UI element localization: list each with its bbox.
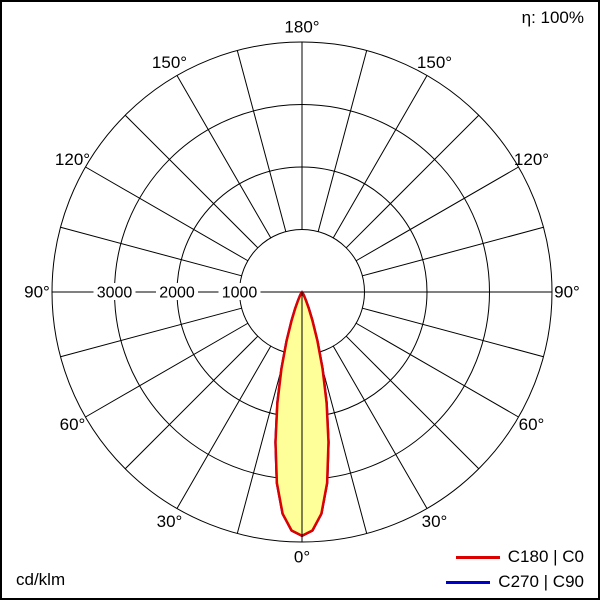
- grid-spoke: [236, 50, 287, 232]
- unit-label: cd/klm: [16, 570, 66, 589]
- grid-spoke: [355, 166, 519, 262]
- angle-label: 120°: [55, 150, 90, 169]
- angle-label: 150°: [417, 53, 452, 72]
- grid-spoke: [236, 352, 287, 534]
- legend-line-c90-icon: [446, 580, 491, 584]
- angle-label: 120°: [514, 150, 549, 169]
- grid-spoke: [85, 166, 249, 262]
- legend-item-c0: C180 | C0: [446, 547, 584, 567]
- radial-tick-bg: [218, 283, 261, 300]
- angle-label: 90°: [554, 283, 580, 302]
- grid-spoke: [345, 335, 480, 470]
- grid-spoke: [85, 322, 249, 418]
- radial-tick-bg: [93, 283, 136, 300]
- angle-label: 60°: [60, 415, 86, 434]
- grid-spoke: [60, 307, 242, 358]
- grid-spoke: [176, 75, 272, 239]
- grid-spoke: [362, 226, 544, 277]
- legend-line-c0-icon: [455, 555, 500, 559]
- radial-tick-label: 2000: [159, 285, 195, 302]
- grid-spoke: [355, 322, 519, 418]
- efficiency-label: η: 100%: [521, 8, 584, 27]
- grid-spoke: [317, 50, 368, 232]
- legend-item-c90: C270 | C90: [446, 572, 584, 592]
- radial-tick-label: 1000: [222, 285, 258, 302]
- legend: C180 | C0 C270 | C90: [446, 547, 584, 592]
- radial-tick-label: 3000: [97, 285, 133, 302]
- legend-label-c0: C180 | C0: [507, 547, 584, 566]
- grid-spoke: [60, 226, 242, 277]
- grid-spoke: [124, 335, 259, 470]
- grid-spoke: [124, 114, 259, 249]
- angle-label: 30°: [422, 512, 448, 531]
- grid-spoke: [362, 307, 544, 358]
- grid-spoke: [332, 345, 428, 509]
- grid-spoke: [176, 345, 272, 509]
- angle-label: 180°: [284, 18, 319, 37]
- angle-label: 60°: [519, 415, 545, 434]
- grid-spoke: [332, 75, 428, 239]
- angle-label: 0°: [294, 548, 310, 567]
- legend-label-c90: C270 | C90: [498, 572, 584, 591]
- grid-spoke: [317, 352, 368, 534]
- grid-spoke: [345, 114, 480, 249]
- radial-tick-bg: [156, 283, 198, 300]
- angle-label: 30°: [157, 512, 183, 531]
- angle-label: 150°: [152, 53, 187, 72]
- angle-label: 90°: [24, 283, 50, 302]
